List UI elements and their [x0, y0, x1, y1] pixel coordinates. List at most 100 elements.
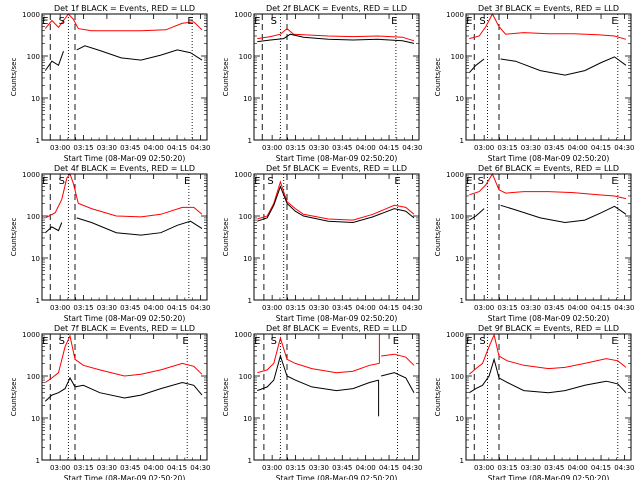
chart-panel-6: Det 6f BLACK = Events, RED = LLD Start Ti…: [434, 164, 634, 323]
x-tick-label: 03:45: [544, 304, 564, 312]
y-tick-label: 10: [455, 255, 464, 263]
chart-title: Det 2f BLACK = Events, RED = LLD: [266, 4, 407, 13]
x-tick-label: 04:30: [190, 144, 210, 152]
event-marker-label: E: [254, 336, 260, 347]
y-tick-label: 10: [31, 255, 40, 263]
y-tick-label: 100: [239, 373, 252, 381]
x-tick-label: 03:30: [521, 144, 541, 152]
x-tick-label: 04:30: [402, 464, 422, 472]
x-tick-label: 03:30: [309, 304, 329, 312]
y-axis-label: Counts/sec: [10, 218, 18, 257]
x-tick-label: 04:30: [402, 304, 422, 312]
plot-frame: [41, 333, 208, 461]
x-tick-label: 04:00: [144, 464, 164, 472]
x-tick-label: 03:00: [50, 304, 70, 312]
x-tick-label: 04:00: [568, 144, 588, 152]
lld-series-line: [44, 13, 203, 32]
plot-frame: [253, 13, 420, 141]
plot-frame: [253, 173, 420, 301]
y-tick-label: 10: [31, 95, 40, 103]
x-tick-label: 03:30: [97, 144, 117, 152]
lld-series-line: [45, 172, 203, 219]
chart-panel-7: Det 7f BLACK = Events, RED = LLD Start Ti…: [10, 324, 210, 480]
chart-title: Det 3f BLACK = Events, RED = LLD: [478, 4, 619, 13]
x-tick-label: 03:15: [73, 464, 93, 472]
lld-series-line: [469, 12, 627, 40]
x-tick-label: 03:45: [120, 144, 140, 152]
y-tick-label: 10: [243, 255, 252, 263]
y-tick-label: 1: [460, 137, 464, 145]
plot-frame: [465, 333, 632, 461]
y-axis-label: Counts/sec: [434, 58, 442, 97]
plot-frame: [41, 13, 208, 141]
event-marker-label: E: [254, 176, 260, 187]
y-tick-label: 10: [455, 95, 464, 103]
events-series-line: [76, 217, 203, 236]
y-tick-label: 100: [27, 373, 40, 381]
x-axis-label: Start Time (08-Mar-09 02:50:20): [276, 474, 398, 480]
y-tick-label: 1000: [22, 11, 40, 19]
event-marker-label: E: [611, 336, 617, 347]
x-tick-label: 03:30: [309, 144, 329, 152]
x-tick-label: 04:00: [356, 464, 376, 472]
events-series-line: [500, 56, 627, 76]
x-axis-label: Start Time (08-Mar-09 02:50:20): [64, 154, 186, 163]
y-tick-label: 100: [27, 53, 40, 61]
y-tick-label: 10: [455, 415, 464, 423]
x-tick-label: 03:45: [544, 464, 564, 472]
y-tick-label: 1000: [234, 11, 252, 19]
chart-title: Det 6f BLACK = Events, RED = LLD: [478, 164, 619, 173]
x-tick-label: 04:15: [591, 464, 611, 472]
y-tick-label: 100: [239, 213, 252, 221]
x-axis-label: Start Time (08-Mar-09 02:50:20): [488, 154, 610, 163]
events-series-line: [380, 372, 415, 393]
x-tick-label: 03:45: [332, 464, 352, 472]
event-marker-label: E: [391, 16, 397, 27]
x-axis-label: Start Time (08-Mar-09 02:50:20): [488, 314, 610, 323]
x-tick-label: 03:15: [73, 304, 93, 312]
x-tick-label: 04:15: [167, 304, 187, 312]
y-tick-label: 100: [239, 53, 252, 61]
x-tick-label: 03:15: [285, 464, 305, 472]
event-marker-label: E: [187, 16, 193, 27]
x-tick-label: 04:15: [591, 144, 611, 152]
events-series-line: [44, 51, 64, 71]
events-series-line: [469, 357, 627, 394]
events-series-line: [44, 222, 63, 234]
plot-frame: [465, 13, 632, 141]
y-tick-label: 1000: [22, 171, 40, 179]
event-marker-label: S: [271, 16, 277, 27]
chart-panel-9: Det 9f BLACK = Events, RED = LLD Start Ti…: [434, 324, 634, 480]
chart-panel-2: Det 2f BLACK = Events, RED = LLD Start Ti…: [222, 4, 422, 163]
y-tick-label: 1000: [446, 331, 464, 339]
x-tick-label: 03:15: [497, 144, 517, 152]
x-tick-label: 04:30: [402, 144, 422, 152]
x-tick-label: 03:45: [332, 144, 352, 152]
lld-series-line: [468, 333, 627, 375]
y-tick-label: 1000: [234, 331, 252, 339]
y-tick-label: 100: [27, 213, 40, 221]
x-tick-label: 03:15: [73, 144, 93, 152]
x-tick-label: 03:15: [497, 464, 517, 472]
x-tick-label: 03:30: [521, 304, 541, 312]
event-marker-label: E: [466, 16, 472, 27]
x-tick-label: 04:00: [144, 304, 164, 312]
x-tick-label: 03:45: [120, 304, 140, 312]
event-marker-label: E: [42, 176, 48, 187]
events-series-line: [500, 204, 627, 224]
lld-series-line: [257, 27, 415, 42]
x-tick-label: 04:00: [356, 144, 376, 152]
chart-title: Det 9f BLACK = Events, RED = LLD: [478, 324, 619, 333]
event-marker-label: E: [611, 16, 617, 27]
x-tick-label: 04:00: [356, 304, 376, 312]
y-axis-label: Counts/sec: [222, 378, 230, 417]
event-marker-label: S: [59, 16, 65, 27]
event-marker-label: E: [393, 336, 399, 347]
y-tick-label: 1000: [22, 331, 40, 339]
y-tick-label: 1: [248, 137, 252, 145]
chart-title: Det 8f BLACK = Events, RED = LLD: [266, 324, 407, 333]
y-tick-label: 1: [460, 297, 464, 305]
y-axis-label: Counts/sec: [10, 378, 18, 417]
x-tick-label: 04:15: [167, 464, 187, 472]
